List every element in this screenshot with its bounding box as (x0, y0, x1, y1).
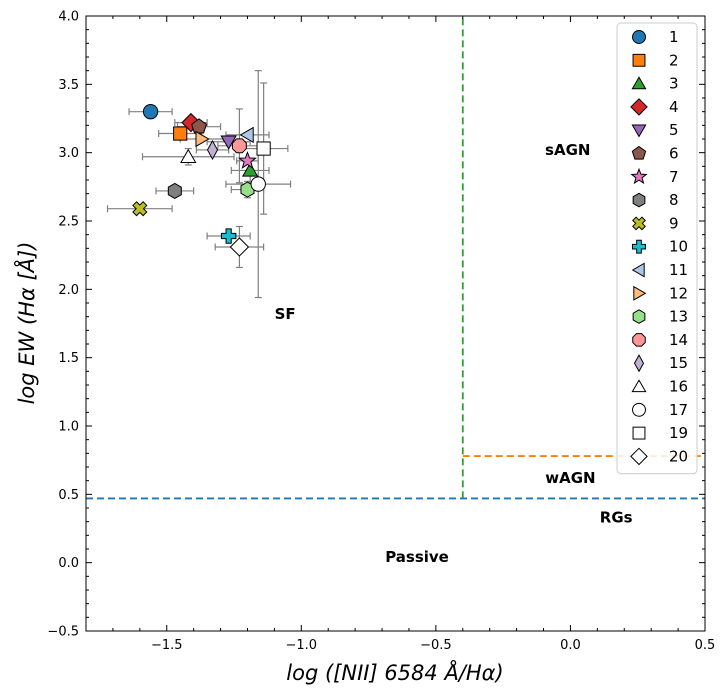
y-tick-label: 1.0 (58, 420, 79, 435)
legend-marker-12 (633, 285, 647, 301)
legend-label-8: 8 (669, 191, 679, 209)
data-point-8 (167, 182, 182, 200)
x-tick-label: −1.0 (286, 638, 318, 653)
y-tick-label: 3.5 (58, 78, 79, 93)
legend-label-13: 13 (669, 308, 688, 326)
data-point-16 (180, 148, 197, 164)
legend-label-17: 17 (669, 401, 688, 419)
legend-marker-7 (630, 167, 648, 185)
legend-label-2: 2 (669, 51, 679, 69)
legend-label-1: 1 (669, 28, 679, 46)
y-tick-label: −0.5 (47, 625, 79, 640)
plot-frame (85, 15, 706, 632)
x-axis-title: log ([NII] 6584 Å/Hα) (286, 659, 503, 685)
region-label-wagn: wAGN (545, 469, 595, 487)
legend-marker-20 (630, 447, 648, 466)
y-tick-label: 1.5 (58, 351, 79, 366)
legend-marker-19 (632, 426, 646, 440)
data-point-20 (229, 237, 250, 257)
region-label-sf: SF (275, 305, 296, 323)
y-tick-label: 3.0 (58, 146, 79, 161)
legend-marker-8 (632, 192, 646, 208)
legend-label-5: 5 (669, 121, 679, 139)
legend-label-6: 6 (669, 145, 679, 163)
legend-label-3: 3 (669, 75, 679, 93)
y-tick-label: 0.5 (58, 488, 79, 503)
data-point-2 (173, 126, 188, 141)
data-point-15 (206, 139, 219, 160)
legend-marker-15 (633, 354, 645, 373)
legend-marker-6 (631, 145, 647, 160)
data-point-19 (256, 141, 271, 156)
legend-label-7: 7 (669, 168, 679, 186)
legend-label-12: 12 (669, 284, 688, 302)
y-tick-label: 2.0 (58, 283, 79, 298)
legend-marker-4 (630, 98, 648, 116)
legend-marker-11 (631, 262, 645, 278)
legend-marker-10 (632, 239, 646, 254)
legend-label-19: 19 (669, 424, 688, 442)
data-point-3 (241, 162, 259, 177)
data-point-11 (239, 126, 254, 144)
legend-label-9: 9 (669, 214, 679, 232)
legend-marker-13 (632, 309, 646, 324)
legend-marker-2 (632, 53, 646, 67)
data-markers (132, 103, 271, 257)
legend-label-15: 15 (669, 354, 688, 372)
x-tick-label: 0.5 (695, 638, 716, 653)
legend-label-4: 4 (669, 98, 679, 116)
x-tick-label: −0.5 (420, 638, 452, 653)
legend-marker-17 (632, 402, 646, 417)
legend-label-11: 11 (669, 261, 688, 279)
data-point-4 (181, 112, 201, 133)
legend-marker-3 (631, 76, 647, 90)
data-point-5 (220, 135, 237, 150)
legend-label-14: 14 (669, 331, 688, 349)
region-label-passive: Passive (385, 548, 449, 566)
region-label-sagn: sAGN (545, 141, 590, 159)
data-point-9 (132, 201, 148, 217)
data-point-1 (142, 103, 159, 120)
data-point-12 (195, 130, 210, 148)
axis-ticks: −1.5 −1.0 −0.5 0.0 0.5 −0.5 0.0 0.5 1.0 1.5 2.0 2.5… (47, 10, 715, 654)
y-axis-title: log EW (Hα [Å]) (13, 242, 39, 405)
region-label-rgs: RGs (600, 509, 633, 527)
data-point-17 (250, 176, 266, 192)
legend-marker-16 (631, 379, 647, 393)
data-point-14 (231, 138, 247, 154)
data-point-7 (238, 150, 257, 169)
region-labels: sAGN SF wAGN RGs Passive (275, 141, 633, 566)
y-tick-label: 4.0 (58, 10, 79, 25)
x-tick-label: 0.0 (560, 638, 581, 653)
y-tick-label: 2.5 (58, 215, 79, 230)
legend-marker-9 (632, 216, 646, 231)
legend-label-16: 16 (669, 378, 688, 396)
legend-label-10: 10 (669, 238, 688, 256)
legend-marker-14 (632, 333, 646, 347)
legend-label-20: 20 (669, 447, 688, 465)
y-tick-label: 0.0 (58, 556, 79, 571)
data-point-10 (220, 228, 237, 244)
legend-marker-1 (632, 30, 646, 44)
x-tick-label: −1.5 (151, 638, 183, 653)
legend-marker-5 (631, 124, 647, 138)
